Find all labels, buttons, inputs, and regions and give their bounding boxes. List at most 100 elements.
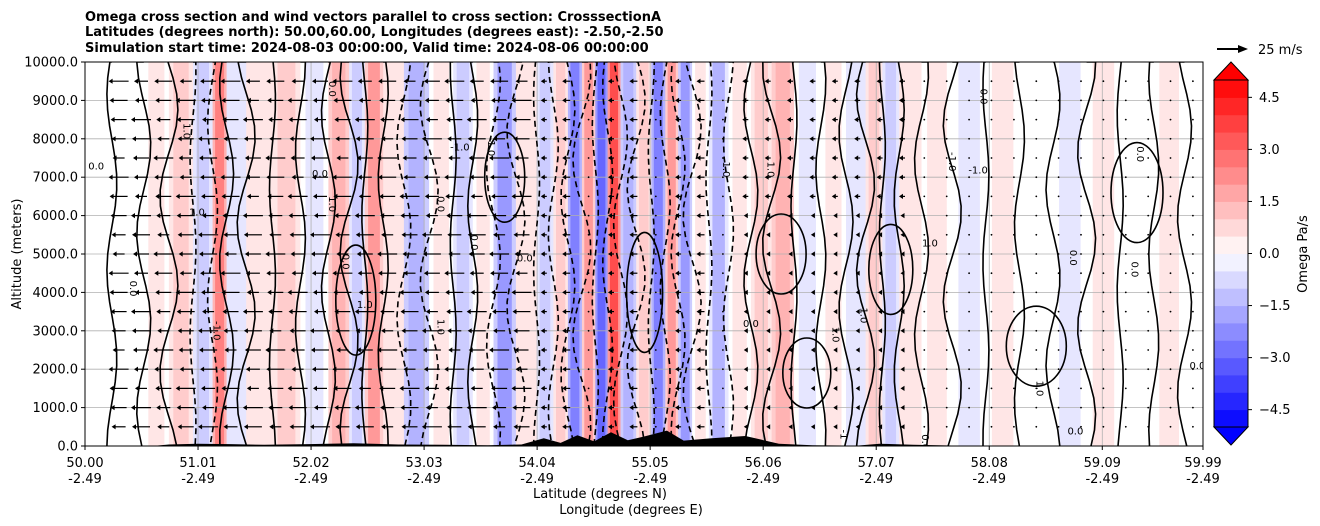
wind-vector-head bbox=[220, 78, 225, 84]
wind-vector-dot bbox=[990, 214, 993, 217]
wind-vector-dot bbox=[1057, 99, 1060, 102]
wind-vector-head bbox=[512, 213, 517, 219]
x-tick-label-latitude: 52.02 bbox=[292, 456, 329, 471]
wind-vector-head bbox=[810, 289, 815, 295]
wind-vector-head bbox=[109, 193, 114, 199]
omega-contour-loop bbox=[1005, 305, 1068, 388]
wind-vector-dot bbox=[722, 195, 724, 198]
wind-vector-head bbox=[355, 232, 360, 238]
wind-vector-head bbox=[562, 405, 567, 411]
wind-vector-head bbox=[810, 328, 815, 334]
wind-vector-dot bbox=[945, 137, 948, 140]
wind-vector-dot bbox=[1169, 214, 1172, 217]
wind-vector-head bbox=[268, 405, 273, 411]
x-axis-label-longitude: Longitude (degrees E) bbox=[559, 503, 703, 518]
wind-vector-head bbox=[766, 424, 771, 430]
wind-vector-head bbox=[878, 289, 883, 295]
wind-vector-head bbox=[629, 289, 634, 295]
wind-vector-dot bbox=[923, 349, 926, 351]
wind-vector-head bbox=[157, 328, 162, 334]
wind-vector-dot bbox=[968, 176, 970, 179]
omega-contour-loop bbox=[755, 213, 807, 295]
colorbar-segment bbox=[1214, 288, 1248, 307]
wind-vector-head bbox=[266, 270, 271, 276]
contour-label: -1.0 bbox=[946, 152, 957, 172]
wind-vector-head bbox=[334, 213, 339, 219]
wind-vector-dot bbox=[1124, 349, 1127, 351]
wind-vector-head bbox=[788, 309, 793, 315]
wind-vector-head bbox=[108, 78, 113, 84]
wind-vector-head bbox=[381, 136, 386, 142]
wind-vector-head bbox=[311, 155, 315, 161]
wind-vector-head bbox=[424, 97, 429, 103]
wind-vector-head bbox=[470, 289, 475, 295]
wind-vector-head bbox=[377, 347, 382, 353]
wind-vector-head bbox=[335, 328, 340, 334]
wind-vector-head bbox=[629, 155, 634, 161]
wind-vector-head bbox=[445, 193, 450, 199]
wind-vector-head bbox=[511, 289, 516, 295]
wind-vector-head bbox=[178, 347, 183, 353]
wind-vector-head bbox=[135, 97, 139, 103]
wind-vector-head bbox=[831, 78, 836, 84]
wind-vector-dot bbox=[1124, 99, 1127, 102]
wind-vector-head bbox=[266, 174, 271, 180]
wind-vector-head bbox=[378, 174, 383, 180]
wind-vector-dot bbox=[1057, 157, 1060, 159]
wind-vector-dot bbox=[1013, 195, 1015, 198]
wind-vector-head bbox=[380, 117, 385, 123]
wind-vector-dot bbox=[945, 99, 948, 102]
wind-vector-head bbox=[608, 213, 612, 219]
wind-vector-dot bbox=[1147, 253, 1150, 255]
wind-vector-dot bbox=[1169, 329, 1172, 332]
wind-vector-head bbox=[355, 328, 360, 334]
wind-vector-dot bbox=[1080, 425, 1082, 428]
wind-vector-dot bbox=[1013, 233, 1015, 236]
wind-vector-dot bbox=[1147, 368, 1150, 371]
wind-vector-dot bbox=[1192, 406, 1194, 409]
wind-vector-head bbox=[357, 78, 362, 84]
wind-vector-head bbox=[399, 289, 404, 295]
wind-vector-dot bbox=[968, 387, 970, 390]
wind-vector-dot bbox=[1080, 387, 1082, 390]
wind-vector-head bbox=[900, 289, 905, 295]
wind-vector-head bbox=[766, 270, 771, 276]
wind-vector-head bbox=[403, 270, 408, 276]
wind-vector-dot bbox=[1147, 99, 1150, 102]
wind-vector-head bbox=[855, 328, 860, 334]
wind-vector-dot bbox=[1192, 368, 1194, 371]
wind-vector-head bbox=[175, 193, 180, 199]
wind-vector-head bbox=[833, 424, 838, 430]
wind-vector-head bbox=[878, 385, 883, 391]
wind-vector-head bbox=[332, 174, 337, 180]
omega-contour-line bbox=[236, 62, 256, 446]
wind-vector-dot bbox=[1147, 118, 1150, 121]
wind-vector-head bbox=[855, 366, 860, 372]
wind-vector-head bbox=[155, 97, 160, 103]
wind-vector-head bbox=[224, 251, 229, 257]
wind-vector-head bbox=[608, 424, 612, 430]
wind-vector-head bbox=[287, 385, 292, 391]
wind-vector-head bbox=[743, 366, 748, 372]
wind-vector-head bbox=[743, 328, 748, 334]
wind-vector-dot bbox=[1169, 118, 1172, 121]
wind-vector-head bbox=[787, 117, 791, 123]
wind-vector-head bbox=[743, 289, 748, 295]
wind-vector-head bbox=[222, 117, 227, 123]
wind-vector-dot bbox=[654, 253, 657, 255]
wind-vector-dot bbox=[1169, 195, 1172, 198]
wind-vector-head bbox=[245, 78, 250, 84]
wind-vector-head bbox=[380, 405, 385, 411]
wind-vector-dot bbox=[923, 157, 926, 159]
wind-vector-head bbox=[743, 385, 748, 391]
wind-vector-dot bbox=[1080, 310, 1082, 313]
x-axis-ticks: 50.00-2.4951.01-2.4952.02-2.4953.03-2.49… bbox=[66, 446, 1222, 487]
wind-vector-head bbox=[108, 366, 113, 372]
omega-contour-line bbox=[218, 62, 235, 446]
wind-vector-dot bbox=[1147, 157, 1150, 159]
wind-vector-head bbox=[562, 251, 567, 257]
wind-vector-head bbox=[313, 289, 317, 295]
wind-vector-head bbox=[314, 117, 318, 123]
wind-vector-dot bbox=[1102, 118, 1105, 121]
wind-vector-head bbox=[199, 347, 204, 353]
